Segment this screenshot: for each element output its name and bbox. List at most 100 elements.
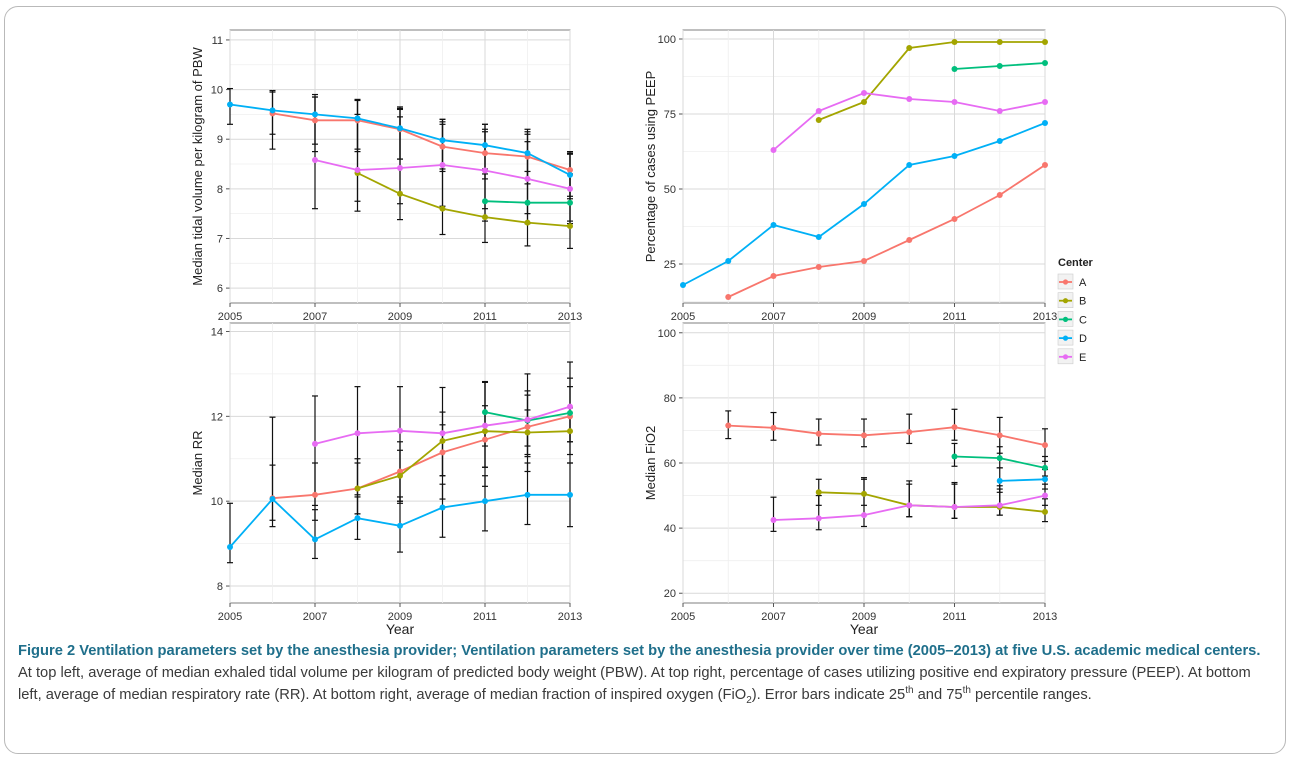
legend-entry-E: E <box>1079 352 1086 364</box>
bottom-right-series-line-D <box>999 478 1046 482</box>
top-right-point-A <box>725 294 732 300</box>
bottom-left-point-E <box>482 422 488 429</box>
top-right-point-B <box>1042 39 1048 45</box>
top-left-point-E <box>524 175 531 182</box>
bottom-left-point-C <box>482 409 488 416</box>
top-left-series-line-B <box>357 172 571 227</box>
top-right-series-line-A <box>727 164 1046 298</box>
bottom-left-point-B <box>439 437 446 444</box>
bottom-right-y-tick-label: 40 <box>664 523 676 535</box>
bottom-right-point-A <box>996 432 1003 439</box>
bottom-left-point-B <box>524 429 531 436</box>
top-left-series-line-A <box>272 112 571 171</box>
bottom-left-point-B <box>354 485 361 492</box>
top-right-point-A <box>1042 162 1048 168</box>
top-left-y-tick-label: 9 <box>217 134 223 146</box>
bottom-right-point-B <box>815 489 822 496</box>
top-right-y-tick-label: 25 <box>664 259 676 271</box>
top-right-point-A <box>815 264 822 270</box>
figure-panels: 6 7 8 9 10 11 2005 2007 2009 2011 2013 Median tidal… <box>190 29 1094 637</box>
bottom-left-point-A <box>397 468 403 475</box>
bottom-left-point-E <box>567 403 573 410</box>
bottom-right-x-tick-label: 2013 <box>1033 611 1057 623</box>
top-right-point-E <box>951 99 958 105</box>
bottom-right-point-A <box>1042 442 1048 449</box>
bottom-right-x-tick-label: 2011 <box>943 611 967 623</box>
top-right-point-E <box>770 147 777 153</box>
bottom-right-point-A <box>725 422 732 429</box>
bottom-right-y-tick-label: 60 <box>664 458 676 470</box>
bottom-right-point-A <box>815 430 822 437</box>
top-right-point-E <box>861 90 867 96</box>
legend-key-point-E <box>1062 354 1069 360</box>
bottom-left-y-tick-label: 12 <box>211 411 223 423</box>
legend-key-point-D <box>1062 335 1069 341</box>
top-left-x-tick-label: 2011 <box>473 311 497 323</box>
top-left-point-A <box>567 166 573 173</box>
caption-sup-1: th <box>905 685 914 697</box>
bottom-right-point-D <box>1042 476 1048 483</box>
bottom-left-y-tick-label: 10 <box>211 496 223 508</box>
top-left-point-D <box>354 115 361 122</box>
top-right-point-E <box>1042 99 1048 105</box>
bottom-right-point-A <box>770 424 777 431</box>
top-right-point-A <box>951 216 958 222</box>
top-left-y-tick-label: 6 <box>217 283 223 295</box>
top-right-point-B <box>996 39 1003 45</box>
top-left-point-E <box>439 162 446 169</box>
bottom-right-point-A <box>906 429 913 436</box>
top-right-point-D <box>996 138 1003 144</box>
bottom-right-y-axis-label: Median FiO2 <box>643 426 658 500</box>
top-right-point-A <box>861 258 867 264</box>
top-right-point-D <box>680 282 686 288</box>
legend-entry-B: B <box>1079 296 1086 308</box>
top-right-point-A <box>770 273 777 279</box>
bottom-left-point-B <box>567 428 573 435</box>
bottom-left-point-E <box>397 427 403 434</box>
caption-title: Figure 2 Ventilation parameters set by t… <box>18 643 1261 659</box>
top-left-point-E <box>397 164 403 171</box>
bottom-right-point-E <box>770 516 777 523</box>
bottom-left-point-D <box>312 536 318 543</box>
bottom-left-x-tick-label: 2009 <box>388 611 412 623</box>
top-right-point-E <box>996 108 1003 114</box>
bottom-left-point-B <box>397 472 403 479</box>
top-left-point-D <box>397 125 403 132</box>
top-right-point-C <box>996 63 1003 69</box>
bottom-right-point-C <box>996 455 1003 462</box>
top-left-x-tick-label: 2009 <box>388 311 412 323</box>
legend-entry-A: A <box>1079 277 1087 289</box>
bottom-left-point-E <box>354 430 361 437</box>
bottom-left-point-B <box>482 428 488 435</box>
bottom-right-point-D <box>996 477 1003 484</box>
top-left-point-A <box>312 117 318 124</box>
top-left-y-tick-label: 8 <box>217 184 223 196</box>
top-right-y-tick-label: 75 <box>664 109 676 121</box>
top-right-point-D <box>725 258 732 264</box>
bottom-right-y-tick-label: 100 <box>658 328 676 340</box>
top-right-point-B <box>815 117 822 123</box>
top-right-x-tick-label: 2007 <box>761 311 785 323</box>
top-left-point-D <box>312 111 318 118</box>
figure-frame <box>4 6 1286 754</box>
bottom-right-series-line-A <box>728 424 1046 446</box>
top-left-point-D <box>482 142 488 149</box>
bottom-left-point-A <box>524 423 531 430</box>
bottom-left-point-A <box>312 491 318 498</box>
bottom-right-point-B <box>861 490 867 497</box>
bottom-left-series-line-A <box>272 415 571 500</box>
top-right-point-D <box>951 153 958 159</box>
top-left-point-B <box>567 223 573 230</box>
top-left-point-D <box>524 150 531 157</box>
top-right-x-tick-label: 2009 <box>852 311 876 323</box>
top-left-point-C <box>524 199 531 206</box>
bottom-left-point-C <box>567 409 573 416</box>
bottom-right-x-tick-label: 2007 <box>761 611 785 623</box>
bottom-left-point-E <box>439 430 446 437</box>
bottom-right-point-E <box>996 502 1003 509</box>
top-left-y-tick-label: 7 <box>217 233 223 245</box>
top-left-x-tick-label: 2013 <box>558 311 582 323</box>
bottom-left-series-line-B <box>357 430 571 490</box>
bottom-left-point-A <box>439 449 446 456</box>
figure-caption: Figure 2 Ventilation parameters set by t… <box>18 640 1276 706</box>
